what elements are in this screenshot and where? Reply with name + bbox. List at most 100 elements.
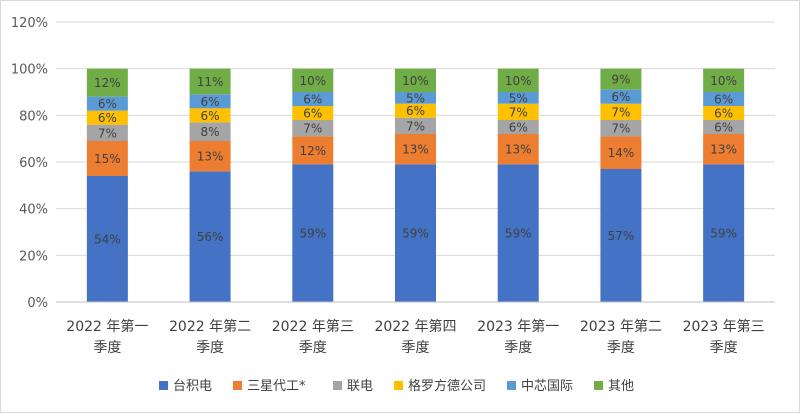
data-label: 7% — [98, 126, 117, 140]
bar-segment — [703, 120, 745, 134]
data-label: 6% — [98, 111, 117, 125]
bar-segment — [497, 120, 539, 134]
legend-swatch — [394, 381, 403, 390]
data-label: 7% — [611, 105, 630, 119]
x-category-label: 季度 — [504, 340, 532, 356]
bar-segment — [86, 96, 128, 111]
data-label: 5% — [406, 91, 425, 105]
bar-segment — [292, 92, 334, 106]
y-tick-label: 20% — [19, 249, 48, 264]
bar-segment — [189, 94, 231, 109]
y-tick-label: 60% — [19, 156, 48, 171]
x-category-label: 季度 — [196, 340, 224, 356]
y-tick-label: 0% — [27, 296, 48, 311]
x-category-label: 2022 年第一 — [66, 318, 148, 335]
bar-segment — [600, 136, 642, 169]
data-label: 7% — [406, 119, 425, 133]
bar-segment — [600, 68, 642, 90]
data-label: 12% — [94, 76, 121, 90]
legend-item-label: 台积电 — [173, 379, 212, 394]
legend-item-label: 其他 — [608, 379, 634, 394]
data-label: 15% — [94, 152, 121, 166]
data-label: 59% — [505, 227, 532, 241]
data-label: 6% — [303, 107, 322, 121]
bar-segment — [600, 103, 642, 120]
x-category-label: 2023 年第三 — [683, 318, 765, 335]
data-label: 12% — [299, 144, 326, 158]
data-label: 9% — [611, 73, 630, 87]
data-label: 6% — [714, 93, 733, 107]
bar-segment — [395, 68, 436, 92]
bar-segment — [189, 68, 231, 95]
legend-item-label: 格罗方德公司 — [408, 378, 486, 394]
bar-segment — [497, 134, 539, 165]
bar-segment — [189, 108, 231, 123]
legend-item-label: 三星代工* — [247, 379, 306, 394]
x-category-label: 季度 — [299, 340, 327, 356]
bar-segment — [292, 106, 334, 120]
data-label: 6% — [201, 95, 220, 109]
data-label: 6% — [98, 97, 117, 111]
data-label: 10% — [299, 74, 326, 88]
x-category-label: 2022 年第二 — [169, 318, 251, 335]
data-label: 6% — [303, 93, 322, 107]
bar-segment — [497, 164, 539, 302]
data-label: 13% — [402, 143, 429, 157]
data-label: 10% — [710, 74, 737, 88]
bar-segment — [703, 134, 745, 165]
bar-segment — [292, 136, 334, 165]
legend-swatch — [507, 381, 516, 390]
data-label: 14% — [608, 146, 635, 160]
bar-segment — [497, 92, 539, 104]
data-label: 13% — [505, 143, 532, 157]
legend-item-label: 中芯国际 — [521, 379, 573, 394]
data-label: 6% — [611, 90, 630, 104]
data-label: 8% — [201, 125, 220, 139]
y-tick-label: 120% — [11, 16, 48, 31]
y-tick-label: 80% — [19, 109, 48, 124]
bar-segment — [395, 164, 436, 302]
data-label: 56% — [197, 230, 224, 244]
data-label: 59% — [710, 227, 737, 241]
bar-segment — [703, 68, 745, 92]
legend-swatch — [333, 381, 342, 390]
x-category-label: 季度 — [710, 340, 738, 356]
bar-segment — [600, 89, 642, 104]
legend-swatch — [233, 381, 242, 390]
data-label: 11% — [197, 75, 224, 89]
bar-segment — [600, 169, 642, 302]
bar-segment — [395, 134, 436, 165]
bar-segment — [497, 68, 539, 92]
data-label: 6% — [714, 107, 733, 121]
legend-swatch — [159, 381, 168, 390]
bar-segment — [703, 92, 745, 106]
bar-segment — [292, 164, 334, 302]
y-tick-label: 100% — [11, 63, 48, 78]
y-tick-label: 40% — [19, 203, 48, 218]
data-label: 10% — [402, 74, 429, 88]
bar-segment — [703, 164, 745, 302]
data-label: 5% — [509, 91, 528, 105]
bar-segment — [189, 141, 231, 172]
data-label: 7% — [303, 122, 322, 136]
bar-segment — [86, 110, 128, 125]
bar-segment — [292, 68, 334, 92]
bar-segment — [703, 106, 745, 120]
data-label: 6% — [509, 121, 528, 135]
x-category-label: 2022 年第三 — [272, 318, 354, 335]
x-category-label: 季度 — [93, 340, 121, 356]
data-label: 54% — [94, 233, 121, 247]
x-category-label: 季度 — [402, 340, 430, 356]
data-label: 6% — [714, 121, 733, 135]
bar-segment — [189, 122, 231, 141]
bar-segment — [189, 171, 231, 302]
legend-item-label: 联电 — [347, 379, 373, 394]
data-label: 13% — [710, 143, 737, 157]
bar-segment — [86, 176, 128, 302]
data-label: 7% — [611, 122, 630, 136]
bar-segment — [292, 120, 334, 137]
data-label: 6% — [406, 104, 425, 118]
data-label: 6% — [201, 109, 220, 123]
x-category-label: 2023 年第二 — [580, 318, 662, 335]
